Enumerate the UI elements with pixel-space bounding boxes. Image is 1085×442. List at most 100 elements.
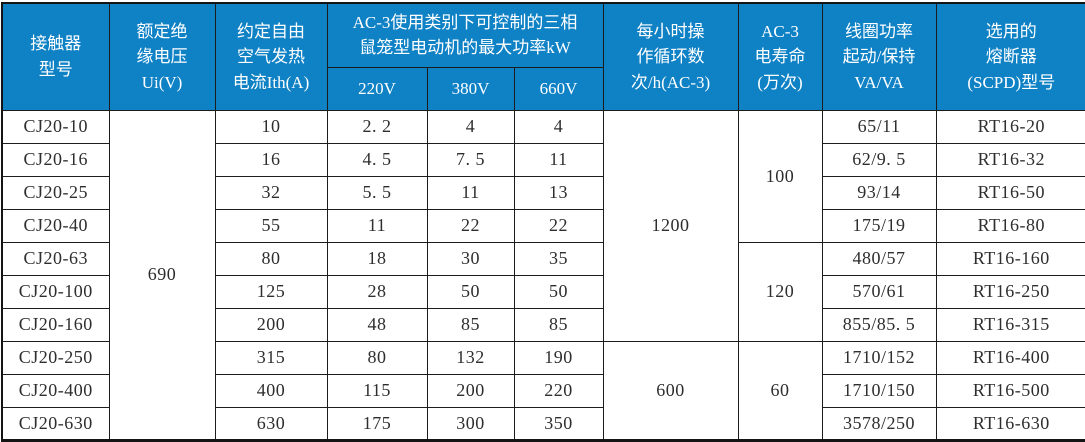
cell-p220: 175 xyxy=(326,406,428,441)
cell-ith: 55 xyxy=(214,208,328,243)
header-ac3-line1: AC-3使用类别下可控制的三相 xyxy=(352,12,578,32)
header-row-top: 接触器 型号 额定绝 缘电压 Ui(V) 约定自由 空气发热 电流Ith(A) … xyxy=(1,2,1085,111)
cell-ith: 200 xyxy=(214,307,328,342)
header-electrical-life: AC-3 电寿命 (万次) xyxy=(737,2,823,111)
cell-model: CJ20-630 xyxy=(1,406,110,441)
cell-p220: 18 xyxy=(326,241,428,276)
cell-life-merged-120: 120 xyxy=(737,241,823,342)
table-row: CJ20-250 315 80 132 190 600 60 1710/152 … xyxy=(1,340,1085,441)
cell-fuse: RT16-80 xyxy=(935,208,1085,243)
header-life-line2: 电寿命 xyxy=(754,47,806,66)
header-fuse-line3: (SCPD)型号 xyxy=(967,72,1056,92)
cell-coil: 1710/152 xyxy=(821,340,937,375)
cell-p660: 190 xyxy=(513,340,604,375)
header-fuse-line1: 选用的 xyxy=(985,21,1037,41)
header-ith-line3: 电流Ith(A) xyxy=(232,72,310,92)
cell-ith: 315 xyxy=(214,340,328,375)
cell-ui-merged: 690 xyxy=(108,109,216,441)
cell-p380: 30 xyxy=(426,241,515,276)
table-row: CJ20-400 400 115 200 220 1710/150 RT16-5… xyxy=(1,373,1085,408)
cell-p660: 35 xyxy=(513,241,604,276)
header-220v: 220V xyxy=(326,66,428,111)
cell-fuse: RT16-500 xyxy=(935,373,1085,408)
cell-p380: 132 xyxy=(426,340,515,375)
cell-fuse: RT16-250 xyxy=(935,274,1085,309)
cell-coil: 93/14 xyxy=(821,175,937,210)
cell-cycles-merged-600: 600 xyxy=(602,340,739,441)
cell-model: CJ20-400 xyxy=(1,373,110,408)
cell-p660: 11 xyxy=(513,142,604,177)
table-header: 接触器 型号 额定绝 缘电压 Ui(V) 约定自由 空气发热 电流Ith(A) … xyxy=(1,2,1085,111)
header-life-line3: (万次) xyxy=(757,72,803,92)
header-cycles-line1: 每小时操 xyxy=(636,21,705,41)
header-fuse-type: 选用的 熔断器 (SCPD)型号 xyxy=(935,2,1085,111)
cell-p380: 200 xyxy=(426,373,515,408)
cell-model: CJ20-10 xyxy=(1,109,110,144)
cell-p660: 13 xyxy=(513,175,604,210)
cell-p220: 5. 5 xyxy=(326,175,428,210)
cell-coil: 65/11 xyxy=(821,109,937,144)
cell-p660: 85 xyxy=(513,307,604,342)
cell-cycles-merged-1200: 1200 xyxy=(602,109,739,342)
cell-coil: 175/19 xyxy=(821,208,937,243)
header-ith-line2: 空气发热 xyxy=(237,47,305,66)
cell-p220: 115 xyxy=(326,373,428,408)
header-life-line1: AC-3 xyxy=(761,21,799,41)
cell-model: CJ20-250 xyxy=(1,340,110,375)
cell-fuse: RT16-315 xyxy=(935,307,1085,342)
header-thermal-current: 约定自由 空气发热 电流Ith(A) xyxy=(214,2,328,111)
table-row: CJ20-40 55 11 22 22 175/19 RT16-80 xyxy=(1,208,1085,243)
cell-coil: 1710/150 xyxy=(821,373,937,408)
cell-fuse: RT16-50 xyxy=(935,175,1085,210)
cell-p220: 2. 2 xyxy=(326,109,428,144)
header-coil-line3: VA/VA xyxy=(854,72,904,92)
header-fuse-line2: 熔断器 xyxy=(985,47,1037,66)
header-insulation-voltage: 额定绝 缘电压 Ui(V) xyxy=(108,2,216,111)
header-ui-line1: 额定绝 xyxy=(136,21,188,41)
cell-coil: 62/9. 5 xyxy=(821,142,937,177)
header-ith-line1: 约定自由 xyxy=(237,21,305,41)
cell-p660: 4 xyxy=(513,109,604,144)
header-ac3-line2: 鼠笼型电动机的最大功率kW xyxy=(359,38,571,58)
header-coil-line2: 起动/保持 xyxy=(842,47,916,66)
cell-p220: 4. 5 xyxy=(326,142,428,177)
cell-model: CJ20-63 xyxy=(1,241,110,276)
header-operating-cycles: 每小时操 作循环数 次/h(AC-3) xyxy=(602,2,739,111)
cell-ith: 32 xyxy=(214,175,328,210)
cell-fuse: RT16-32 xyxy=(935,142,1085,177)
cell-p380: 50 xyxy=(426,274,515,309)
cell-p660: 350 xyxy=(513,406,604,441)
header-ac3-motor-power-group: AC-3使用类别下可控制的三相 鼠笼型电动机的最大功率kW xyxy=(326,2,604,68)
cell-ith: 125 xyxy=(214,274,328,309)
table-row: CJ20-16 16 4. 5 7. 5 11 62/9. 5 RT16-32 xyxy=(1,142,1085,177)
cell-p660: 22 xyxy=(513,208,604,243)
header-model-line2: 型号 xyxy=(38,59,73,79)
cell-coil: 3578/250 xyxy=(821,406,937,441)
cell-life-merged-100: 100 xyxy=(737,109,823,243)
cell-coil: 570/61 xyxy=(821,274,937,309)
cell-p380: 7. 5 xyxy=(426,142,515,177)
header-cycles-line2: 作循环数 xyxy=(636,47,705,66)
cell-ith: 10 xyxy=(214,109,328,144)
cell-model: CJ20-16 xyxy=(1,142,110,177)
cell-model: CJ20-40 xyxy=(1,208,110,243)
header-ui-line2: 缘电压 xyxy=(136,47,188,66)
cell-fuse: RT16-630 xyxy=(935,406,1085,441)
cell-ith: 80 xyxy=(214,241,328,276)
cell-p660: 220 xyxy=(513,373,604,408)
cell-model: CJ20-25 xyxy=(1,175,110,210)
header-380v: 380V xyxy=(426,66,515,111)
cell-fuse: RT16-20 xyxy=(935,109,1085,144)
cell-p380: 22 xyxy=(426,208,515,243)
cell-life-merged-60: 60 xyxy=(737,340,823,441)
table-body: CJ20-10 690 10 2. 2 4 4 1200 100 65/11 R… xyxy=(1,109,1085,441)
cell-p380: 85 xyxy=(426,307,515,342)
table-row: CJ20-160 200 48 85 85 855/85. 5 RT16-315 xyxy=(1,307,1085,342)
cell-ith: 400 xyxy=(214,373,328,408)
cell-model: CJ20-160 xyxy=(1,307,110,342)
cell-p220: 80 xyxy=(326,340,428,375)
cell-ith: 16 xyxy=(214,142,328,177)
header-model-line1: 接触器 xyxy=(30,34,82,54)
header-model: 接触器 型号 xyxy=(1,2,110,111)
header-ui-line3: Ui(V) xyxy=(141,72,183,92)
